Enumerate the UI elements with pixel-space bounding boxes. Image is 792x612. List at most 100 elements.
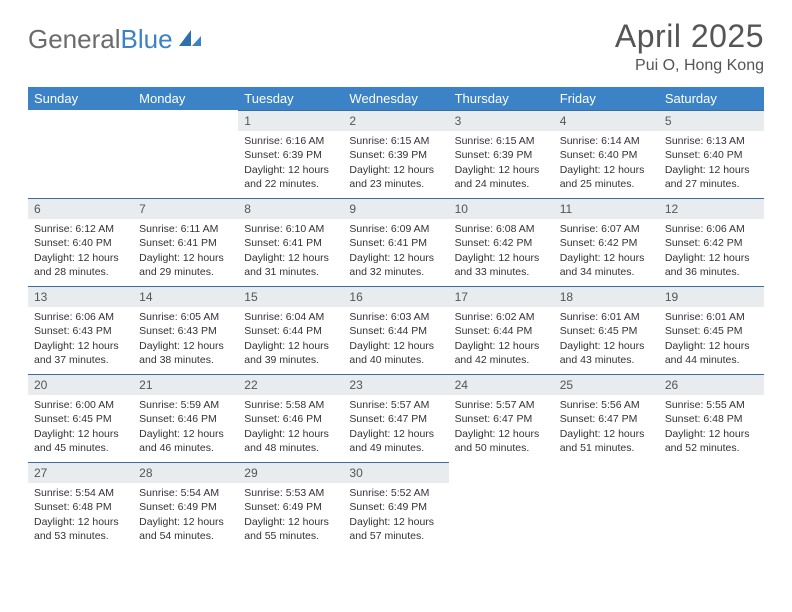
sunrise-text: Sunrise: 6:00 AM — [34, 398, 127, 412]
daylight-text-1: Daylight: 12 hours — [665, 163, 758, 177]
sunrise-text: Sunrise: 6:01 AM — [665, 310, 758, 324]
day-number: 9 — [343, 198, 448, 219]
sunset-text: Sunset: 6:42 PM — [560, 236, 653, 250]
daylight-text-2: and 55 minutes. — [244, 529, 337, 543]
daylight-text-2: and 52 minutes. — [665, 441, 758, 455]
daylight-text-2: and 29 minutes. — [139, 265, 232, 279]
calendar-day-cell: .. — [554, 462, 659, 550]
sunset-text: Sunset: 6:40 PM — [560, 148, 653, 162]
sunset-text: Sunset: 6:39 PM — [455, 148, 548, 162]
calendar-day-cell: 14Sunrise: 6:05 AMSunset: 6:43 PMDayligh… — [133, 286, 238, 374]
daylight-text-2: and 25 minutes. — [560, 177, 653, 191]
daylight-text-2: and 43 minutes. — [560, 353, 653, 367]
day-number: 21 — [133, 374, 238, 395]
day-number: 24 — [449, 374, 554, 395]
weekday-header: Friday — [554, 87, 659, 110]
day-body: Sunrise: 6:12 AMSunset: 6:40 PMDaylight:… — [28, 219, 133, 283]
day-number: 13 — [28, 286, 133, 307]
daylight-text-1: Daylight: 12 hours — [34, 339, 127, 353]
logo: GeneralBlue — [28, 24, 203, 55]
sunrise-text: Sunrise: 6:14 AM — [560, 134, 653, 148]
day-number: 30 — [343, 462, 448, 483]
calendar-day-cell: 2Sunrise: 6:15 AMSunset: 6:39 PMDaylight… — [343, 110, 448, 198]
day-number: 29 — [238, 462, 343, 483]
sunrise-text: Sunrise: 6:15 AM — [455, 134, 548, 148]
day-body: Sunrise: 6:08 AMSunset: 6:42 PMDaylight:… — [449, 219, 554, 283]
day-body: Sunrise: 6:10 AMSunset: 6:41 PMDaylight:… — [238, 219, 343, 283]
calendar-day-cell: 15Sunrise: 6:04 AMSunset: 6:44 PMDayligh… — [238, 286, 343, 374]
calendar-day-cell: 17Sunrise: 6:02 AMSunset: 6:44 PMDayligh… — [449, 286, 554, 374]
sunrise-text: Sunrise: 6:05 AM — [139, 310, 232, 324]
calendar-day-cell: 19Sunrise: 6:01 AMSunset: 6:45 PMDayligh… — [659, 286, 764, 374]
daylight-text-1: Daylight: 12 hours — [34, 251, 127, 265]
calendar-day-cell: 18Sunrise: 6:01 AMSunset: 6:45 PMDayligh… — [554, 286, 659, 374]
daylight-text-1: Daylight: 12 hours — [244, 163, 337, 177]
day-number: 27 — [28, 462, 133, 483]
day-body: Sunrise: 5:52 AMSunset: 6:49 PMDaylight:… — [343, 483, 448, 547]
sunrise-text: Sunrise: 6:13 AM — [665, 134, 758, 148]
page-title: April 2025 — [615, 18, 764, 55]
weekday-header: Wednesday — [343, 87, 448, 110]
calendar-day-cell: 6Sunrise: 6:12 AMSunset: 6:40 PMDaylight… — [28, 198, 133, 286]
calendar-day-cell: 11Sunrise: 6:07 AMSunset: 6:42 PMDayligh… — [554, 198, 659, 286]
logo-sail-icon — [177, 24, 203, 55]
weekday-header: Monday — [133, 87, 238, 110]
sunset-text: Sunset: 6:45 PM — [34, 412, 127, 426]
calendar-day-cell: 21Sunrise: 5:59 AMSunset: 6:46 PMDayligh… — [133, 374, 238, 462]
day-number: 26 — [659, 374, 764, 395]
calendar-day-cell: 28Sunrise: 5:54 AMSunset: 6:49 PMDayligh… — [133, 462, 238, 550]
sunset-text: Sunset: 6:40 PM — [34, 236, 127, 250]
title-block: April 2025 Pui O, Hong Kong — [615, 18, 764, 75]
daylight-text-1: Daylight: 12 hours — [560, 163, 653, 177]
daylight-text-2: and 33 minutes. — [455, 265, 548, 279]
sunset-text: Sunset: 6:45 PM — [560, 324, 653, 338]
calendar-day-cell: 26Sunrise: 5:55 AMSunset: 6:48 PMDayligh… — [659, 374, 764, 462]
day-number: 20 — [28, 374, 133, 395]
daylight-text-1: Daylight: 12 hours — [560, 427, 653, 441]
sunset-text: Sunset: 6:47 PM — [560, 412, 653, 426]
calendar-day-cell: 25Sunrise: 5:56 AMSunset: 6:47 PMDayligh… — [554, 374, 659, 462]
daylight-text-2: and 53 minutes. — [34, 529, 127, 543]
daylight-text-2: and 32 minutes. — [349, 265, 442, 279]
sunset-text: Sunset: 6:44 PM — [244, 324, 337, 338]
daylight-text-2: and 51 minutes. — [560, 441, 653, 455]
daylight-text-1: Daylight: 12 hours — [34, 515, 127, 529]
day-body: Sunrise: 6:09 AMSunset: 6:41 PMDaylight:… — [343, 219, 448, 283]
day-body: Sunrise: 6:07 AMSunset: 6:42 PMDaylight:… — [554, 219, 659, 283]
daylight-text-1: Daylight: 12 hours — [455, 339, 548, 353]
daylight-text-1: Daylight: 12 hours — [455, 251, 548, 265]
day-body: Sunrise: 6:11 AMSunset: 6:41 PMDaylight:… — [133, 219, 238, 283]
daylight-text-1: Daylight: 12 hours — [560, 251, 653, 265]
day-number: 12 — [659, 198, 764, 219]
day-number: 14 — [133, 286, 238, 307]
daylight-text-2: and 28 minutes. — [34, 265, 127, 279]
daylight-text-1: Daylight: 12 hours — [455, 427, 548, 441]
daylight-text-2: and 42 minutes. — [455, 353, 548, 367]
sunrise-text: Sunrise: 6:06 AM — [665, 222, 758, 236]
day-body: Sunrise: 5:57 AMSunset: 6:47 PMDaylight:… — [449, 395, 554, 459]
calendar-week-row: 13Sunrise: 6:06 AMSunset: 6:43 PMDayligh… — [28, 286, 764, 374]
daylight-text-2: and 44 minutes. — [665, 353, 758, 367]
sunrise-text: Sunrise: 6:09 AM — [349, 222, 442, 236]
sunset-text: Sunset: 6:42 PM — [665, 236, 758, 250]
daylight-text-2: and 50 minutes. — [455, 441, 548, 455]
daylight-text-1: Daylight: 12 hours — [349, 427, 442, 441]
calendar-day-cell: 9Sunrise: 6:09 AMSunset: 6:41 PMDaylight… — [343, 198, 448, 286]
day-body: Sunrise: 6:13 AMSunset: 6:40 PMDaylight:… — [659, 131, 764, 195]
calendar-day-cell: 3Sunrise: 6:15 AMSunset: 6:39 PMDaylight… — [449, 110, 554, 198]
day-number: 4 — [554, 110, 659, 131]
calendar-day-cell: 27Sunrise: 5:54 AMSunset: 6:48 PMDayligh… — [28, 462, 133, 550]
location: Pui O, Hong Kong — [615, 57, 764, 75]
daylight-text-1: Daylight: 12 hours — [244, 515, 337, 529]
sunrise-text: Sunrise: 6:10 AM — [244, 222, 337, 236]
day-number: 8 — [238, 198, 343, 219]
day-number: 23 — [343, 374, 448, 395]
day-body: Sunrise: 5:56 AMSunset: 6:47 PMDaylight:… — [554, 395, 659, 459]
sunrise-text: Sunrise: 5:53 AM — [244, 486, 337, 500]
calendar-day-cell: 12Sunrise: 6:06 AMSunset: 6:42 PMDayligh… — [659, 198, 764, 286]
day-body: Sunrise: 6:00 AMSunset: 6:45 PMDaylight:… — [28, 395, 133, 459]
day-number: 5 — [659, 110, 764, 131]
logo-text-1: General — [28, 24, 121, 55]
day-body: Sunrise: 6:03 AMSunset: 6:44 PMDaylight:… — [343, 307, 448, 371]
daylight-text-2: and 45 minutes. — [34, 441, 127, 455]
